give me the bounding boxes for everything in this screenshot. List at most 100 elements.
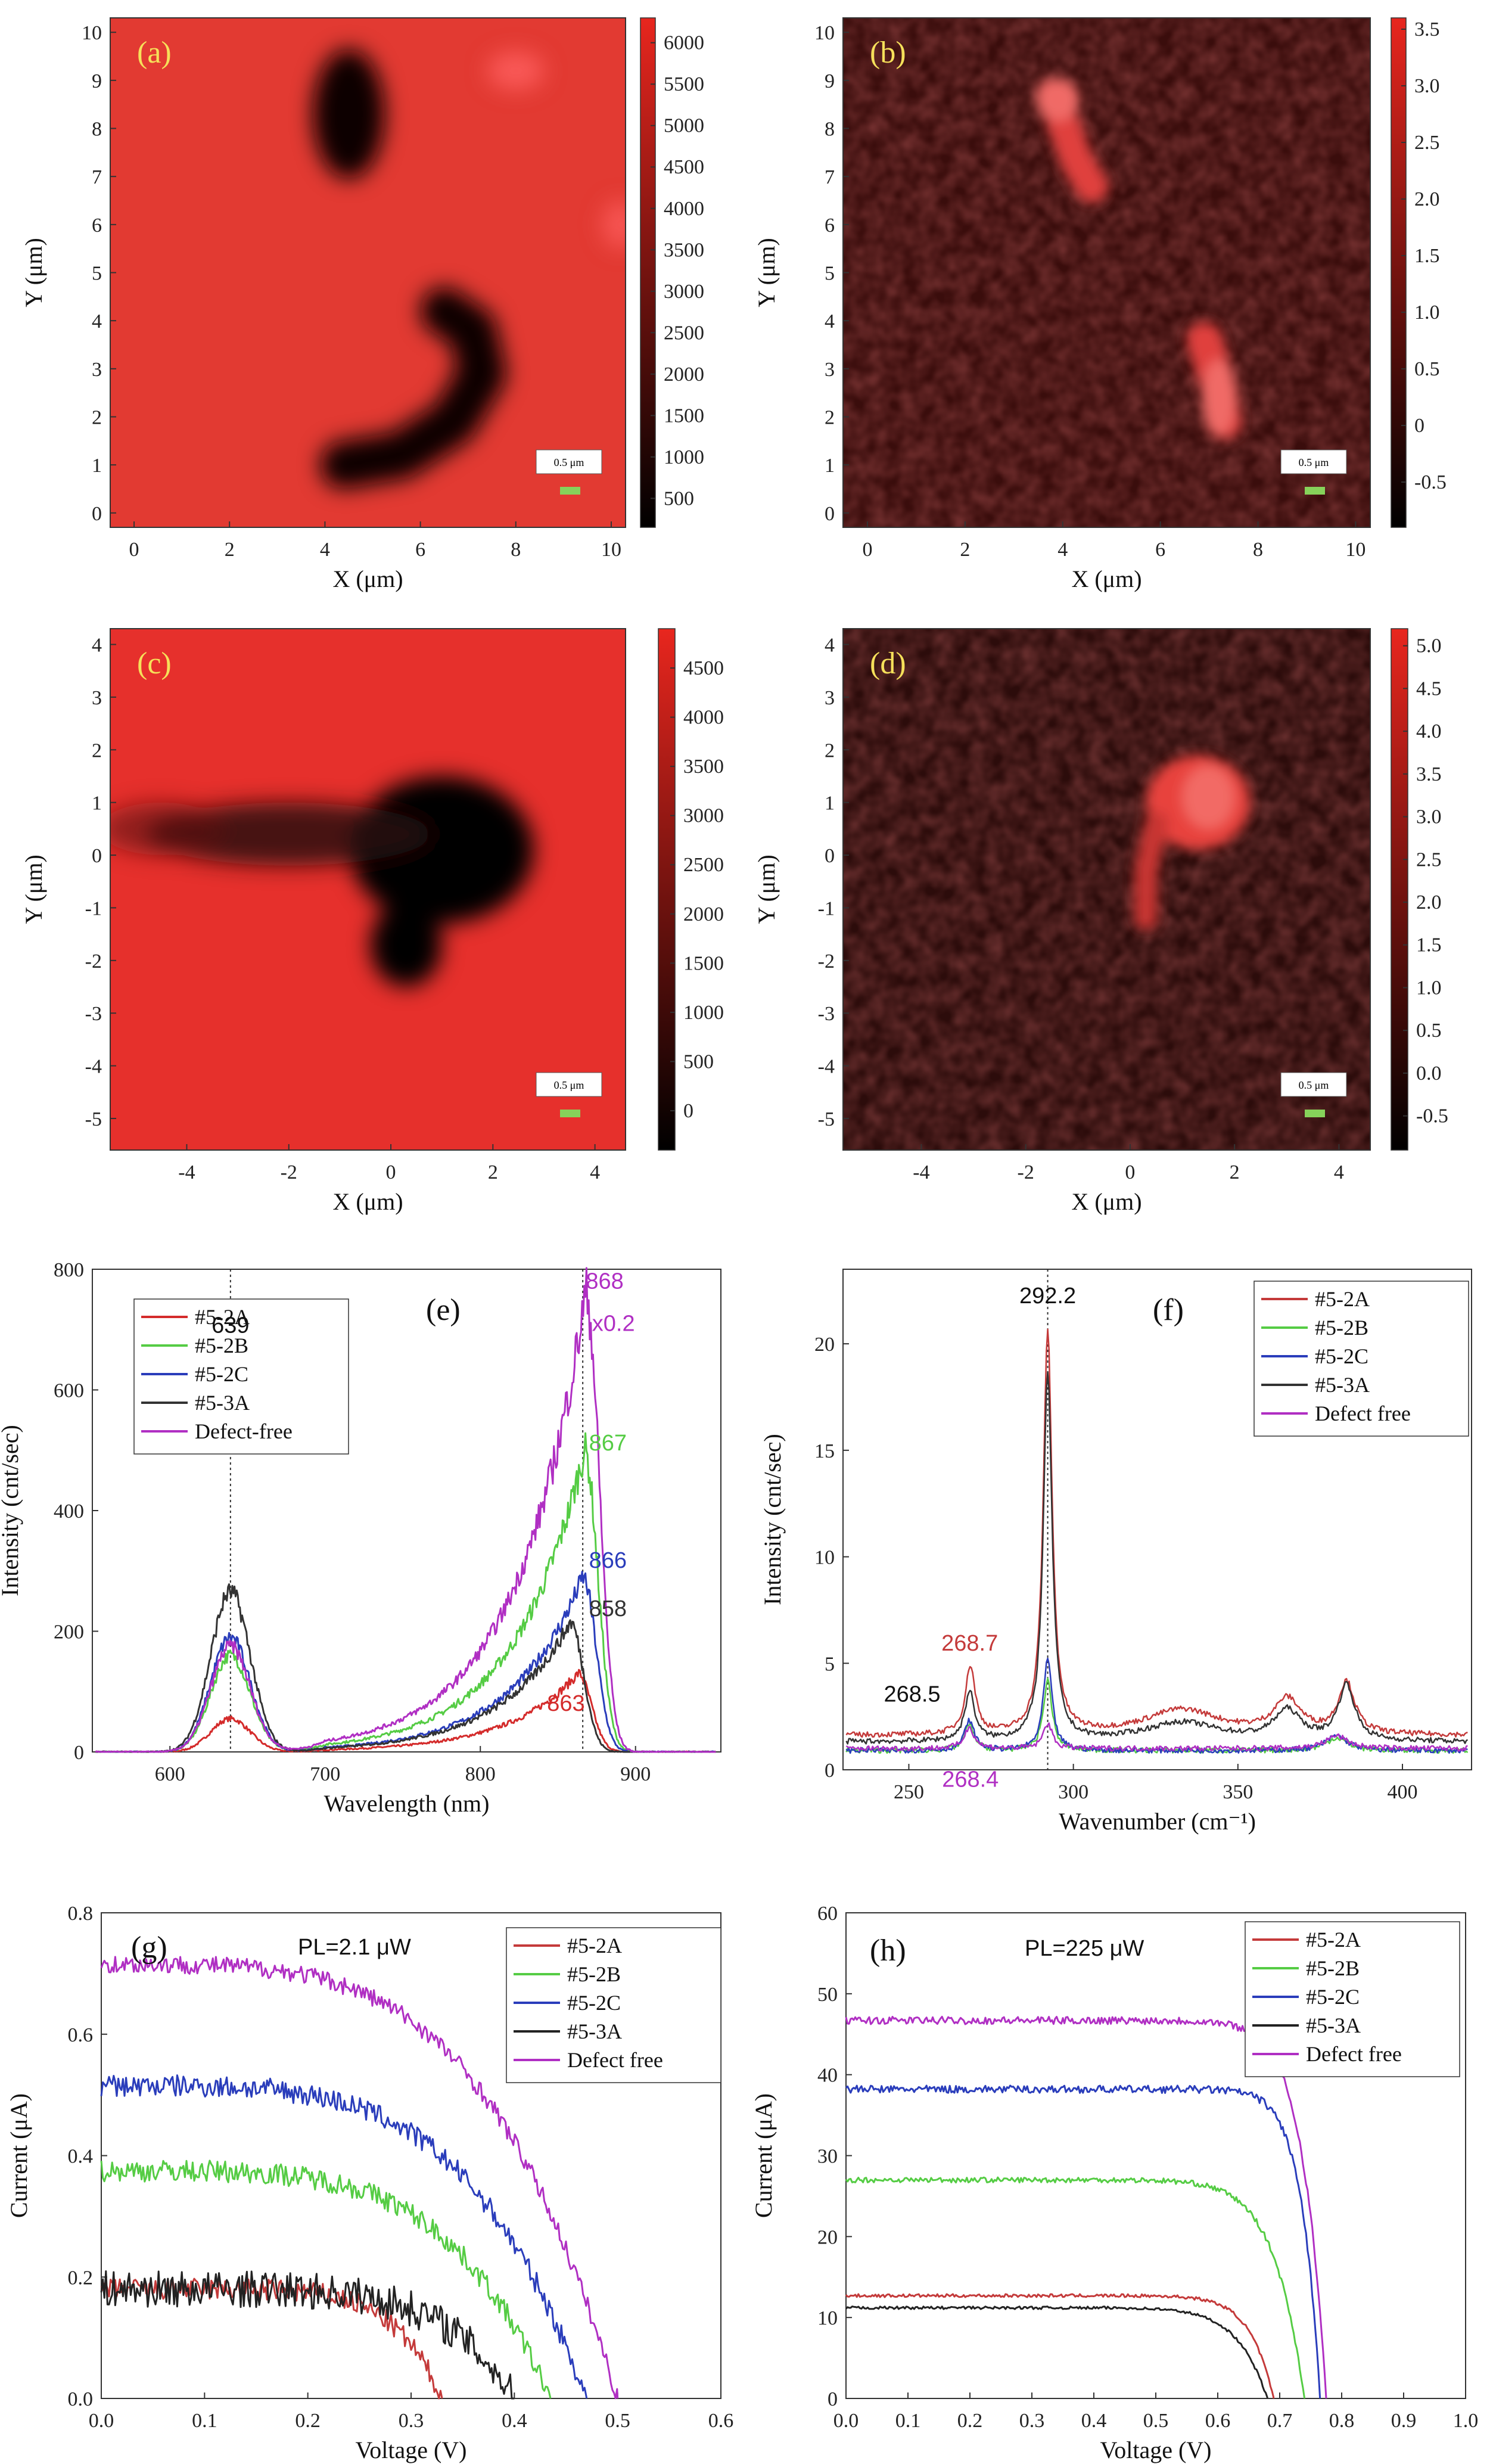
- x-tick-label: 0.4: [1081, 2410, 1107, 2432]
- x-tick-label: 10: [1345, 539, 1366, 561]
- y-tick-label: -4: [818, 1056, 835, 1078]
- x-tick-label: 700: [310, 1763, 340, 1785]
- colorbar-tick-label: 0.5: [1416, 1020, 1442, 1042]
- y-tick-label: 600: [54, 1380, 84, 1402]
- legend-entry: #5-2B: [567, 1962, 621, 1986]
- x-tick-label: 350: [1223, 1781, 1253, 1803]
- excitation-power-label: PL=2.1 μW: [298, 1935, 411, 1960]
- legend-entry: #5-2C: [195, 1362, 248, 1386]
- dark-defect-tail: [145, 802, 432, 866]
- y-tick-label: -3: [818, 1003, 835, 1025]
- colorbar-tick-label: 3.0: [1416, 806, 1442, 828]
- heatmap-a: [111, 18, 625, 527]
- x-tick-label: 0.4: [502, 2410, 527, 2432]
- scale-bar-box: [536, 1072, 602, 1097]
- peak-annotation: 858: [589, 1596, 627, 1621]
- y-tick-label: 10: [817, 2307, 838, 2329]
- y-tick-label: 20: [814, 1334, 835, 1356]
- panel-label: (f): [1153, 1293, 1184, 1327]
- legend-entry: Defect free: [1315, 1402, 1411, 1425]
- colorbar-tick-label: 2.5: [1414, 132, 1440, 154]
- x-tick-label: 2: [225, 539, 235, 561]
- series-line-1: [845, 2176, 1306, 2399]
- panel-label: (g): [131, 1931, 167, 1965]
- y-tick-label: 5: [825, 263, 835, 285]
- colorbar-tick-label: 5.0: [1416, 635, 1442, 657]
- x-axis-label: Wavenumber (cm⁻¹): [1059, 1808, 1256, 1835]
- y-tick-label: -2: [818, 950, 835, 972]
- plot-frame: [110, 628, 626, 1151]
- colorbar-tick-label: 3.5: [1416, 763, 1442, 785]
- heatmap-features: [1134, 755, 1251, 931]
- colorbar-tick-label: 0: [1414, 415, 1424, 437]
- panel-label: (b): [870, 36, 906, 70]
- colorbar-tick-label: 4000: [683, 707, 724, 729]
- y-tick-label: 800: [54, 1259, 84, 1281]
- y-tick-label: -1: [818, 897, 835, 919]
- y-tick-label: -5: [818, 1108, 835, 1130]
- legend-entry: #5-2B: [1315, 1316, 1368, 1340]
- y-tick-label: 10: [82, 22, 102, 44]
- heatmap-d: [844, 629, 1370, 1149]
- colorbar-tick-label: 3.5: [1414, 18, 1440, 41]
- y-tick-label: 30: [817, 2146, 838, 2168]
- colorbar-tick-label: -0.5: [1414, 471, 1447, 493]
- x-tick-label: 250: [894, 1781, 924, 1803]
- panel-label: (e): [426, 1293, 461, 1327]
- x-tick-label: 0: [862, 539, 872, 561]
- peak-annotation: 863: [547, 1691, 584, 1716]
- y-tick-label: 5: [92, 263, 102, 285]
- bright-spot: [487, 51, 545, 90]
- legend-entry: #5-2C: [1315, 1344, 1368, 1368]
- colorbar-tick-label: 4.0: [1416, 720, 1442, 742]
- legend-entry: Defect-free: [195, 1419, 293, 1443]
- peak-annotation: 268.7: [941, 1631, 998, 1656]
- peak-annotation: 866: [589, 1548, 627, 1573]
- colorbar: [1391, 17, 1407, 528]
- scale-bar-label: 0.5 μm: [1299, 1079, 1329, 1091]
- x-tick-label: 0.1: [192, 2410, 217, 2432]
- legend-box: [1254, 1281, 1469, 1437]
- x-tick-label: 900: [620, 1763, 651, 1785]
- colorbar-tick-label: 0.5: [1414, 358, 1440, 380]
- series-line-2: [100, 2074, 588, 2399]
- x-tick-label: 4: [590, 1161, 600, 1183]
- heatmap-b: [844, 18, 1370, 527]
- colorbar-tick-label: 1.0: [1416, 977, 1442, 999]
- series-line-0: [100, 2277, 443, 2400]
- y-tick-label: 1: [825, 455, 835, 477]
- y-tick-label: 0.6: [68, 2024, 94, 2046]
- x-tick-label: 0: [386, 1161, 396, 1183]
- series-line-4: [845, 1722, 1468, 1752]
- y-tick-label: 20: [817, 2226, 838, 2248]
- panel-c-axes: -4 -2 0 2 4 -5 -4 -3 -2 -1 0 1 2 3 4 X (μm) Y (μm): [20, 628, 626, 1215]
- x-tick-label: 2: [1230, 1161, 1240, 1183]
- y-tick-label: -1: [85, 897, 102, 919]
- legend-entry: #5-2C: [567, 1991, 621, 2015]
- scale-bar-label: 0.5 μm: [1299, 456, 1329, 468]
- peak-annotation: 868: [586, 1269, 623, 1294]
- series-line-0: [95, 1668, 716, 1753]
- x-tick-label: 0.7: [1267, 2410, 1293, 2432]
- x-tick-label: 0.6: [708, 2410, 734, 2432]
- colorbar: [658, 628, 676, 1151]
- x-tick-label: 4: [1334, 1161, 1344, 1183]
- heatmap-texture: [844, 18, 1370, 527]
- series-line-4: [100, 1956, 619, 2400]
- series-line-0: [845, 2293, 1275, 2398]
- x-tick-label: 8: [511, 539, 521, 561]
- y-tick-label: 0: [825, 845, 835, 867]
- x-tick-label: 0.1: [895, 2410, 921, 2432]
- x-tick-label: 0.5: [605, 2410, 630, 2432]
- y-tick-label: 2: [92, 739, 102, 762]
- x-tick-label: 6: [1155, 539, 1165, 561]
- y-tick-label: 6: [825, 215, 835, 237]
- x-tick-label: 800: [465, 1763, 496, 1785]
- y-tick-label: -2: [85, 950, 102, 972]
- panel-e-axes: 600 700 800 900 0 200 400 600 800 Wavelength (nm)…: [0, 1259, 721, 1817]
- x-tick-label: -2: [281, 1161, 297, 1183]
- colorbar-tick-label: 1.5: [1414, 245, 1440, 267]
- peak-annotation: 639: [211, 1313, 249, 1338]
- series-line-4: [95, 1267, 716, 1753]
- dark-defect-main: [350, 776, 534, 924]
